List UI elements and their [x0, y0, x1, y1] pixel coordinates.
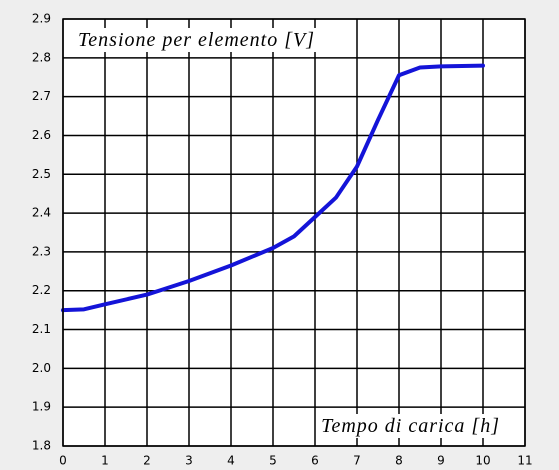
plot-area [63, 19, 525, 446]
x-axis-label: Tempo di carica [h] [321, 415, 500, 437]
y-tick-label: 2.7 [32, 89, 51, 103]
x-tick-label: 7 [353, 454, 361, 468]
x-tick-label: 9 [437, 454, 445, 468]
y-tick-label: 1.8 [32, 439, 51, 453]
x-tick-label: 2 [143, 454, 151, 468]
y-tick-label: 2.2 [32, 283, 51, 297]
x-tick-label: 4 [227, 454, 235, 468]
y-tick-label: 2.0 [32, 361, 51, 375]
data-line [61, 63, 485, 313]
y-axis-label: Tensione per elemento [V] [78, 29, 315, 51]
y-tick-label: 2.9 [32, 12, 51, 26]
label-background [74, 28, 320, 52]
label-background [317, 414, 504, 438]
y-tick-label: 2.5 [32, 167, 51, 181]
y-tick-label: 2.1 [32, 322, 51, 336]
x-tick-label: 3 [185, 454, 193, 468]
x-tick-label: 5 [269, 454, 277, 468]
y-tick-label: 2.4 [32, 206, 51, 220]
x-tick-label: 6 [311, 454, 319, 468]
plot-frame [62, 18, 526, 447]
y-tick-label: 1.9 [32, 400, 51, 414]
x-tick-label: 1 [101, 454, 109, 468]
x-tick-label: 10 [475, 454, 490, 468]
y-tick-label: 2.3 [32, 244, 51, 258]
x-tick-label: 11 [517, 454, 532, 468]
x-tick-label: 0 [59, 454, 67, 468]
y-tick-label: 2.8 [32, 50, 51, 64]
x-tick-label: 8 [395, 454, 403, 468]
y-tick-label: 2.6 [32, 128, 51, 142]
